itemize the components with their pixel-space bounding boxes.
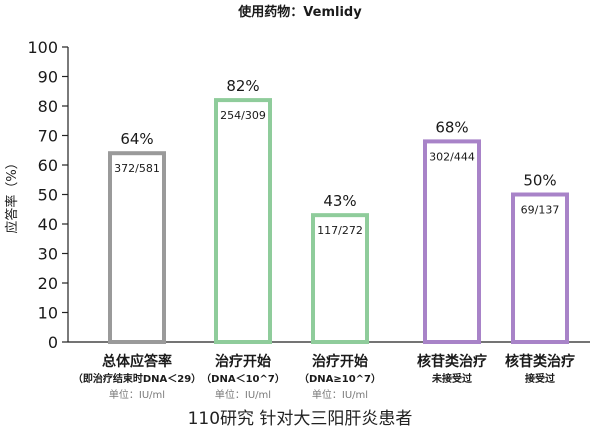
y-tick-label: 80 [38,97,58,116]
x-category-label: 核苷类治疗 [417,353,487,370]
x-category-sublabel: 接受过 [525,372,555,385]
chart-footnote: 110研究 针对大三阳肝炎患者 [188,409,413,429]
chart-title: 使用药物：Vemlidy [237,4,362,20]
x-category-unit: 单位：IU/ml [215,388,271,401]
y-tick-label: 0 [48,333,58,352]
x-category-unit: 单位：IU/ml [109,388,165,401]
bar-value-label: 64% [120,130,153,148]
bar-count-label: 372/581 [114,162,160,175]
x-category-sublabel: （DNA＜10^7） [201,372,285,385]
bar-count-label: 69/137 [521,204,560,217]
bar [423,139,481,344]
bar-value-label: 43% [323,192,356,210]
bar [311,213,369,344]
bar-value-label: 82% [226,77,259,95]
bar-count-label: 117/272 [317,224,363,237]
x-category-label: 总体应答率 [102,353,172,370]
x-category-label: 治疗开始 [312,353,368,370]
x-category-unit: 单位：IU/ml [312,388,368,401]
y-tick-label: 20 [38,274,58,293]
y-tick-label: 40 [38,215,58,234]
y-tick-label: 70 [38,127,58,146]
x-category-sublabel: （DNA≥10^7） [299,372,381,385]
bar-count-label: 254/309 [220,109,266,122]
bar-value-label: 68% [435,118,468,136]
y-ticks: 0 10 20 30 40 50 60 70 80 90 100 [27,38,68,352]
x-category-sublabel: （即治疗结束时DNA＜29） [73,372,201,385]
y-axis-label: 应答率（%） [4,156,20,233]
bar-value-label: 50% [523,172,556,190]
x-category-sublabel: 未接受过 [431,372,472,385]
y-tick-label: 90 [38,68,58,87]
y-tick-label: 50 [38,186,58,205]
y-tick-label: 10 [38,304,58,323]
y-tick-label: 30 [38,245,58,264]
bar [214,98,272,344]
y-tick-label: 60 [38,156,58,175]
bar [511,192,569,344]
bar-count-label: 302/444 [429,150,475,163]
bars: 64% 372/581 82% 254/309 43% 117/272 68% 302/444… [108,77,569,344]
x-category-label: 治疗开始 [215,353,271,370]
y-tick-label: 100 [27,38,58,57]
x-category-label: 核苷类治疗 [505,353,575,370]
x-labels: 总体应答率 （即治疗结束时DNA＜29） 单位：IU/ml 治疗开始 （DNA＜10^7… [73,353,575,401]
bar [108,151,166,344]
